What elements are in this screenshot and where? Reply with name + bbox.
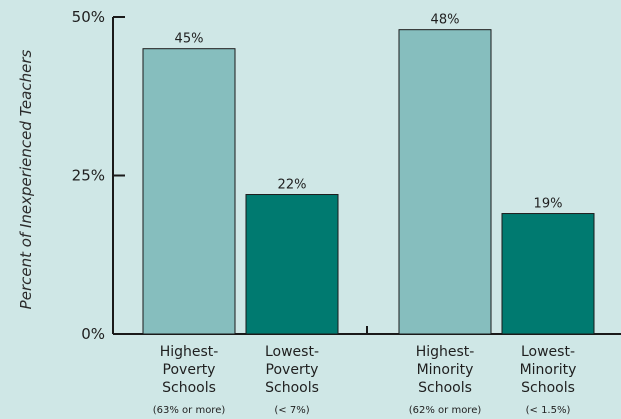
y-axis-label: Percent of Inexperienced Teachers: [17, 50, 35, 310]
category-label: Highest-: [416, 344, 475, 360]
category-labels-group: Highest- Poverty Schools (63% or more) Lowes…: [153, 344, 577, 416]
bar: [501, 213, 595, 335]
category-sublabel: (< 1.5%): [526, 405, 571, 416]
y-tick-label: 50%: [72, 8, 105, 26]
data-label: 22%: [278, 178, 307, 193]
category-label: Highest-: [160, 344, 219, 360]
category-label: Schools: [265, 380, 319, 396]
data-label: 48%: [431, 13, 460, 28]
category-label: Minority: [417, 362, 474, 378]
category-sublabel: (63% or more): [153, 405, 226, 416]
bar: [245, 194, 339, 335]
data-label: 19%: [534, 197, 563, 212]
bar: [142, 48, 236, 335]
bars-group: [142, 29, 595, 335]
category-label: Poverty: [266, 362, 319, 378]
y-ticks-group: 0% 25% 50%: [72, 8, 125, 343]
y-tick-label: 25%: [72, 167, 105, 185]
y-axis-label-group: Percent of Inexperienced Teachers: [17, 50, 35, 310]
category-sublabel: (< 7%): [274, 405, 309, 416]
category-label: Schools: [521, 380, 575, 396]
category-label: Schools: [418, 380, 472, 396]
category-label: Lowest-: [265, 344, 319, 360]
category-label: Schools: [162, 380, 216, 396]
category-sublabel: (62% or more): [409, 405, 482, 416]
data-labels-group: 45% 22% 48% 19%: [175, 13, 563, 212]
category-label: Minority: [520, 362, 577, 378]
data-label: 45%: [175, 32, 204, 47]
y-tick-label: 0%: [81, 325, 105, 343]
bar: [398, 29, 492, 335]
category-label: Poverty: [163, 362, 216, 378]
category-label: Lowest-: [521, 344, 575, 360]
